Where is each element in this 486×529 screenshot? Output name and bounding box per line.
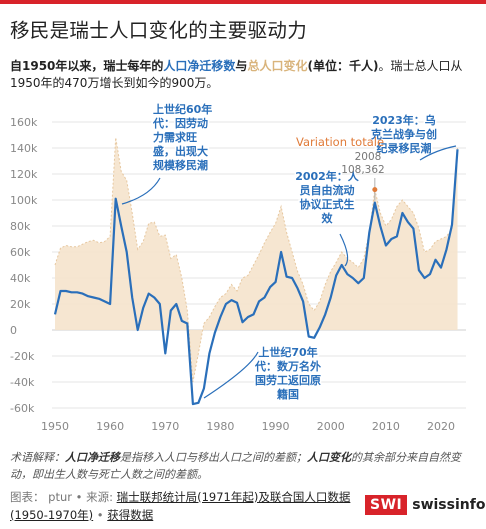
tooltip-year: 2008: [355, 151, 382, 163]
x-tick-label: 2000: [317, 420, 345, 433]
x-tick-label: 1990: [262, 420, 290, 433]
annotation-connector: [419, 145, 457, 161]
swissinfo-logo-text: swissinfo.ch: [412, 497, 486, 513]
annotation-text: 协议正式生: [300, 197, 355, 211]
net-migration-line-layer: [53, 149, 459, 406]
annotation-text: 国劳工返回原: [255, 373, 321, 387]
source-link-data[interactable]: 瑞士联邦统计局(1971年起)及联合国人口数据(1950-1970年): [10, 490, 351, 522]
annotation-text: 规模移民潮: [153, 158, 208, 172]
annotation-text: 代：数万名外: [254, 359, 321, 373]
annotation-text: 2002年：人: [295, 169, 360, 183]
y-tick-label: -40k: [10, 376, 35, 389]
x-tick-label: 1970: [151, 420, 179, 433]
y-tick-label: 100k: [10, 194, 38, 207]
chart-subtitle: 自1950年以来，瑞士每年的人口净迁移数与总人口变化(单位：千人)。瑞士总人口从…: [10, 58, 480, 92]
subtitle-total-change: 总人口变化: [247, 59, 308, 73]
swissinfo-logo[interactable]: SWI swissinfo.ch: [365, 493, 486, 517]
annotation-text: 效: [322, 211, 334, 225]
y-tick-label: 80k: [10, 220, 31, 233]
subtitle-part2: 与: [235, 59, 248, 73]
annotation-connector: [121, 177, 161, 205]
annotation-text: 力需求旺: [153, 130, 197, 144]
annotation-text: 纪录移民潮: [377, 141, 432, 155]
total-change-area-layer: [54, 137, 458, 383]
x-tick-label: 1950: [41, 420, 69, 433]
total-change-area: [55, 137, 458, 382]
annotation-connector: [203, 351, 259, 399]
sources-line: 图表： ptur • 来源: 瑞士联邦统计局(1971年起)及联合国人口数据(1…: [10, 488, 360, 524]
y-tick-label: 140k: [10, 142, 38, 155]
annotation-text: 盛，出现大: [153, 144, 208, 158]
footnote-net-def: 是指移入人口与移出人口之间的差额；: [120, 451, 307, 464]
annotation-text: 员自由流动: [300, 183, 355, 197]
swi-logo-box: SWI: [365, 495, 408, 515]
x-tick-label: 1980: [206, 420, 234, 433]
subtitle-part4: 。瑞士总人口从1950年的470万增长到如今的900万。: [10, 59, 463, 90]
annotation-text: 代：因劳动: [152, 116, 208, 130]
tooltip-value: 108,362: [341, 164, 384, 176]
annotation-text: 籍国: [277, 387, 299, 401]
total-change-outline: [54, 137, 458, 383]
sources-prefix: 图表： ptur • 来源:: [10, 490, 117, 504]
annotation-text: 克兰战争与创: [371, 127, 437, 141]
axis-layer: 160k 140k 120k 100k 80k 60k 40k 20k 0 -20k -40k -60…: [10, 116, 455, 433]
footnote-prefix: 术语解释：: [10, 451, 65, 464]
y-tick-label: 20k: [10, 298, 31, 311]
footnote: 术语解释：人口净迁移是指移入人口与移出人口之间的差额；人口变化的其余部分来自自然…: [10, 449, 480, 483]
sources-separator: •: [93, 508, 108, 522]
annotation-text: 2023年：乌: [372, 113, 436, 127]
annotation-text: 上世纪60年: [153, 102, 212, 116]
y-tick-label: 0: [10, 324, 17, 337]
net-migration-line: [53, 149, 459, 406]
footnote-net-term: 人口净迁移: [65, 451, 120, 464]
tooltip-point: [372, 187, 378, 193]
footnote-total-def: 的其余部分来自自然变动，即出生人数与死亡人数之间的差额。: [10, 451, 461, 481]
subtitle-net-migration: 人口净迁移数: [163, 59, 236, 73]
chart-title: 移民是瑞士人口变化的主要驱动力: [10, 19, 308, 42]
x-tick-label: 2010: [372, 420, 400, 433]
y-tick-label: 60k: [10, 246, 31, 259]
x-tick-label: 2020: [427, 420, 455, 433]
tooltip-series-label: Variation totale: [296, 135, 384, 149]
x-tick-label: 1960: [96, 420, 124, 433]
get-data-link[interactable]: 获得数据: [107, 508, 154, 522]
y-tick-label: -20k: [10, 350, 35, 363]
y-tick-label: 40k: [10, 272, 31, 285]
y-tick-label: -60k: [10, 402, 35, 415]
subtitle-unit: (单位：千人): [307, 59, 379, 73]
annotation-layer: 上世纪60年代：因劳动力需求旺盛，出现大规模移民潮上世纪70年代：数万名外国劳工…: [121, 101, 457, 403]
annotation-text: 上世纪70年: [258, 345, 317, 359]
subtitle-part1: 自1950年以来，瑞士每年的: [10, 59, 164, 73]
footnote-total-term: 人口变化: [307, 451, 351, 464]
annotation-connector: [339, 233, 349, 267]
brand-top-bar: [0, 0, 486, 4]
y-tick-label: 120k: [10, 168, 38, 181]
y-tick-label: 160k: [10, 116, 38, 129]
